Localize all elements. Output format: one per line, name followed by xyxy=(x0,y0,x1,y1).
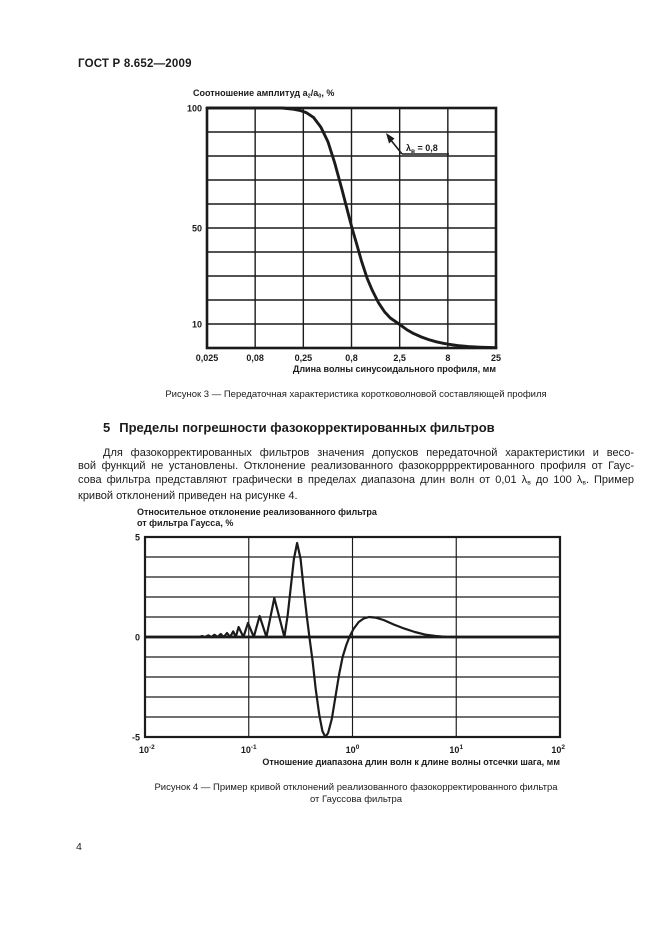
svg-text:Длина волны синусоидального пр: Длина волны синусоидального профиля, мм xyxy=(293,364,496,374)
paragraph-line-4: кривой отклонений приведен на рисунке 4. xyxy=(78,489,298,502)
figure4-caption-line1: Рисунок 4 — Пример кривой отклонений реа… xyxy=(154,782,558,793)
section5-number: 5 xyxy=(103,420,111,435)
svg-text:101: 101 xyxy=(449,744,463,755)
figure4-caption: Рисунок 4 — Пример кривой отклонений реа… xyxy=(78,782,634,806)
svg-text:10-2: 10-2 xyxy=(139,744,155,755)
figure4-y-axis-title-line1: Относительное отклонение реализованного … xyxy=(137,507,377,517)
svg-text:Отношение диапазона длин волн: Отношение диапазона длин волн к длине во… xyxy=(262,757,560,767)
svg-text:10: 10 xyxy=(192,320,202,330)
svg-text:0,025: 0,025 xyxy=(196,353,219,363)
svg-text:0,25: 0,25 xyxy=(295,353,313,363)
paragraph-line-3: сова фильтра представляют графически в п… xyxy=(78,473,634,487)
svg-text:100: 100 xyxy=(346,744,360,755)
svg-text:2,5: 2,5 xyxy=(393,353,406,363)
paragraph-line-1: Для фазокорректированных фильтров значен… xyxy=(103,447,634,459)
svg-text:λв = 0,8: λв = 0,8 xyxy=(406,143,438,155)
figure4-y-axis-title: Относительное отклонение реализованного … xyxy=(137,507,377,529)
figure4-caption-line2: от Гауссова фильтра xyxy=(309,794,403,805)
svg-text:8: 8 xyxy=(445,353,450,363)
svg-text:0: 0 xyxy=(135,633,140,643)
svg-text:0,08: 0,08 xyxy=(246,353,264,363)
svg-text:10-1: 10-1 xyxy=(241,744,257,755)
svg-text:100: 100 xyxy=(187,104,202,114)
paragraph-line-2: вой функций не установлены. Отклонение р… xyxy=(78,460,634,473)
document-code-header: ГОСТ Р 8.652—2009 xyxy=(78,58,192,70)
page-number: 4 xyxy=(76,841,82,853)
section5-paragraph: Для фазокорректированных фильтров значен… xyxy=(78,447,634,503)
svg-text:0,8: 0,8 xyxy=(345,353,358,363)
figure4-y-axis-title-line2: от фильтра Гаусса, % xyxy=(137,518,234,528)
figure4-chart: 5 0 -510-2 10-1 100 101 102 Отношение диапазона… xyxy=(132,533,565,768)
section5-heading: 5 Пределы погрешности фазокорректированны… xyxy=(103,420,495,435)
svg-text:50: 50 xyxy=(192,224,202,234)
figure3-caption: Рисунок 3 — Передаточная характеристика … xyxy=(165,389,547,400)
svg-text:25: 25 xyxy=(491,353,501,363)
figure3-y-axis-title: Соотношение амплитуд a2/a0, % xyxy=(193,88,335,100)
svg-text:102: 102 xyxy=(551,744,565,755)
section5-title: Пределы погрешности фазокорректированных… xyxy=(119,420,495,435)
svg-text:5: 5 xyxy=(135,533,140,543)
svg-text:-5: -5 xyxy=(132,733,140,743)
